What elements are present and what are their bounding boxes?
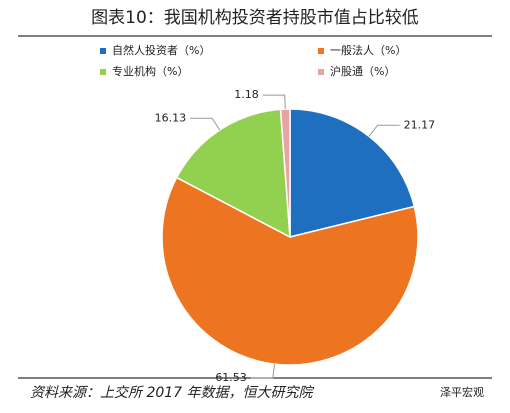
pie-slice <box>279 108 291 238</box>
legend-label: 一般法人（%） <box>330 43 406 57</box>
legend-swatch <box>318 69 324 75</box>
pie-slice <box>289 108 416 238</box>
legend-label: 自然人投资者（%） <box>112 43 210 57</box>
pie-slice <box>175 108 291 239</box>
source: 资料来源：上交所 2017 年数据，恒大研究院 <box>30 385 315 401</box>
leader-line <box>262 94 286 110</box>
legend-swatch <box>100 48 106 54</box>
data-label: 21.17 <box>404 118 436 131</box>
legend-swatch <box>100 69 106 75</box>
leader-line <box>250 363 276 379</box>
leader-line <box>190 117 221 131</box>
pie-slice <box>161 176 419 366</box>
legend-label: 沪股通（%） <box>330 64 395 78</box>
data-label: 1.18 <box>234 88 259 101</box>
leader-line <box>368 124 400 137</box>
chart-title: 图表10：我国机构投资者持股市值占比较低 <box>91 8 419 28</box>
data-label: 16.13 <box>155 111 187 124</box>
watermark: 泽平宏观 <box>440 385 484 399</box>
data-label: 61.53 <box>215 371 247 384</box>
legend-label: 专业机构（%） <box>112 64 188 78</box>
legend-swatch <box>318 48 324 54</box>
